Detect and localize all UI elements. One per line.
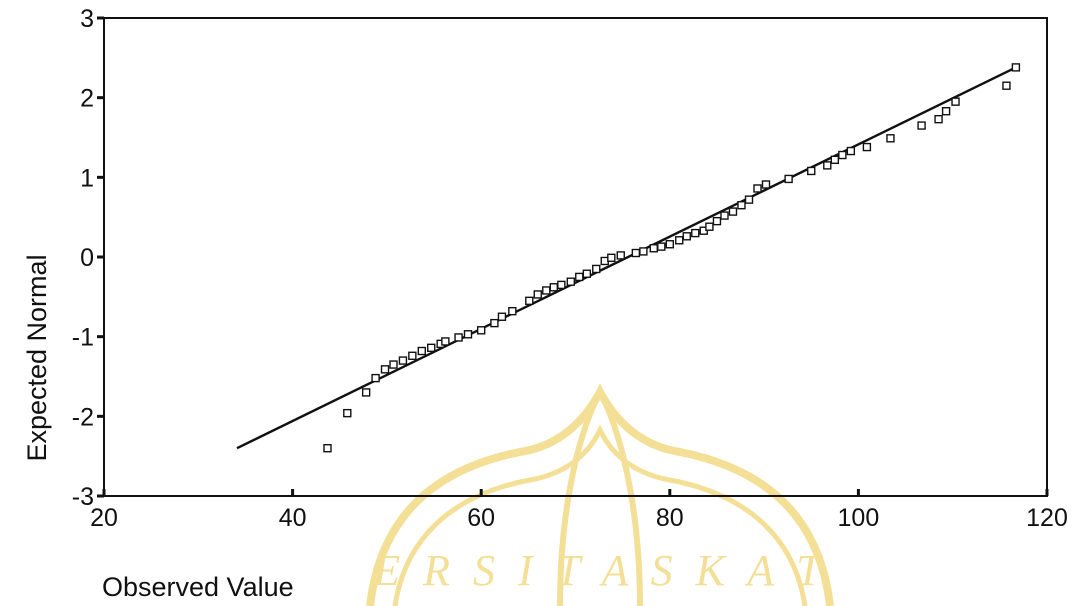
data-point [1011,63,1021,72]
y-tick-label: -2 [72,403,94,431]
x-axis: 20 40 60 80 100 120 [90,489,1068,532]
data-point [616,251,625,260]
data-point [846,146,856,156]
data-point [549,283,559,292]
data-point [838,150,847,160]
data-point [408,351,417,360]
y-axis: 3 2 1 0 -1 -2 -3 [72,5,104,511]
data-point [737,201,746,210]
data-point [592,264,601,274]
data-point [886,134,895,143]
data-point [753,184,762,193]
data-point [380,365,390,374]
y-tick-label: -3 [72,483,94,511]
x-tick-label: 100 [838,504,880,532]
watermark-text: E R S I T A S K A T [372,546,826,595]
data-point [525,296,534,306]
data-point [712,216,722,226]
x-axis-title: Observed Value [102,572,294,602]
data-point [631,248,641,258]
y-axis-title: Expected Normal [22,254,52,461]
data-point [728,207,738,216]
data-point [675,236,684,245]
x-tick-label: 80 [656,504,684,532]
data-point [533,290,542,299]
data-point [761,180,771,189]
x-tick-label: 60 [467,504,495,532]
data-point [427,343,436,353]
data-point [823,161,832,170]
watermark-arc [392,424,808,606]
data-point [607,253,616,262]
data-point [691,228,700,238]
data-point [542,286,551,295]
y-tick-label: 2 [80,85,94,113]
watermark-arc [366,383,834,606]
y-tick-label: 3 [80,5,94,33]
y-tick-label: 1 [80,164,94,192]
y-tick-label: 0 [80,244,94,272]
data-point [682,232,691,241]
data-point [323,444,332,453]
data-point [657,242,666,251]
data-point [566,277,575,286]
y-tick-label: -1 [72,324,94,352]
x-tick-label: 20 [90,504,118,532]
data-point [508,306,517,316]
data-point [497,312,507,321]
data-point [454,333,463,342]
data-point [463,330,473,339]
data-point [830,155,840,165]
data-point [441,337,450,346]
data-point [343,408,352,418]
data-point [389,360,398,369]
data-point [862,142,872,152]
data-point [557,280,566,290]
data-points [323,63,1021,453]
watermark-seal: E R S I T A S K A T [366,383,834,606]
data-point [934,114,943,124]
data-point [582,269,592,278]
data-point [720,211,729,220]
reference-line [236,66,1017,450]
data-point [917,121,926,130]
data-point [1002,81,1011,90]
data-point [705,222,714,231]
data-point [398,356,408,365]
data-point [951,97,960,106]
data-point [807,166,816,176]
reference-line-group [236,66,1017,450]
data-point [371,373,380,383]
data-point [744,195,754,204]
data-point [649,244,658,253]
data-point [417,346,426,356]
data-point [639,247,648,256]
data-point [477,326,486,335]
data-point [665,240,674,249]
data-point [575,272,584,282]
data-point [490,318,499,328]
data-point [784,174,793,184]
x-tick-label: 120 [1026,504,1068,532]
data-point [941,107,951,116]
data-point [361,388,371,397]
x-tick-label: 40 [279,504,307,532]
